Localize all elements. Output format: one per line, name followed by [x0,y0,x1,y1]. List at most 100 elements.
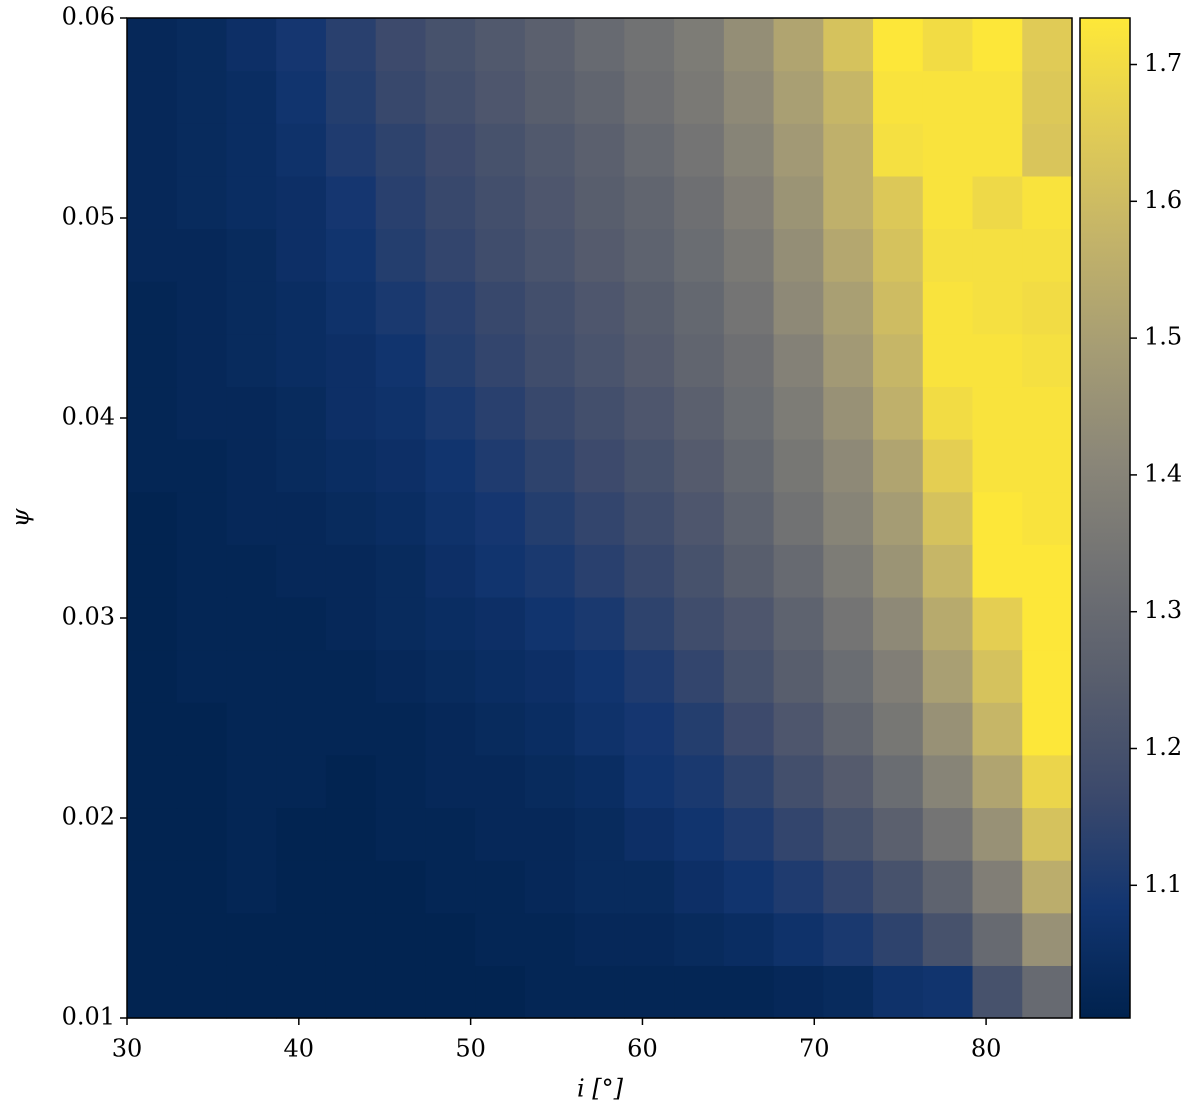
heatmap-cell [723,544,775,598]
heatmap-cell [127,70,178,124]
heatmap-cell [524,491,576,545]
heatmap-cell [127,702,178,756]
y-axis-label: ψ [7,507,35,527]
heatmap-cell [624,386,675,440]
plot-frame [126,17,1073,1019]
heatmap-cell [475,175,526,230]
heatmap-cell [276,912,327,966]
heatmap-cell [325,491,377,545]
heatmap-cell [823,175,874,230]
x-tick-label: 60 [627,1035,658,1063]
heatmap-cell [127,596,178,651]
heatmap-cell [723,702,775,756]
heatmap-cell [375,70,427,124]
heatmap-cell [475,754,526,809]
heatmap-cell [425,333,476,388]
heatmap-cell [176,175,228,230]
heatmap-cell [176,649,228,703]
heatmap-cell [674,702,725,756]
heatmap-cell [1022,754,1073,809]
heatmap-cell [176,18,228,72]
heatmap-cell [524,333,576,388]
heatmap-cell [574,965,625,1019]
heatmap-cell [425,965,476,1019]
heatmap-cell [624,333,675,388]
heatmap-cell [375,439,427,493]
heatmap-cell [574,754,625,809]
heatmap-cell [773,386,824,440]
heatmap-cell [325,912,377,966]
heatmap-cell [375,281,427,335]
heatmap-cell [325,544,377,598]
heatmap-cell [723,860,775,914]
heatmap-cell [226,123,277,177]
heatmap-cell [624,491,675,545]
heatmap-cell [325,281,377,335]
heatmap-cell [674,228,725,282]
heatmap-cell [325,386,377,440]
heatmap-cell [375,491,427,545]
heatmap-cell [524,596,576,651]
heatmap-cell [624,596,675,651]
heatmap-cell [226,228,277,282]
heatmap-cell [375,333,427,388]
heatmap-cell [1022,175,1073,230]
colorbar-tick-label: 1.3 [1144,596,1182,624]
heatmap-cell [972,18,1023,72]
heatmap-cell [325,439,377,493]
heatmap-cell [674,333,725,388]
heatmap-cell [475,807,526,861]
heatmap-cell [773,228,824,282]
heatmap-cell [674,281,725,335]
heatmap-cell [922,70,974,124]
heatmap-cell [127,386,178,440]
heatmap-cell [873,596,924,651]
heatmap-cell [425,386,476,440]
heatmap-cell [375,754,427,809]
heatmap-cell [873,386,924,440]
heatmap-cell [325,649,377,703]
x-tick-label: 40 [284,1035,315,1063]
heatmap-cell [674,754,725,809]
heatmap-cell [773,807,824,861]
heatmap-cell [873,912,924,966]
heatmap-cell [375,596,427,651]
heatmap-cell [624,912,675,966]
colorbar-tick-label: 1.7 [1144,49,1182,77]
heatmap-cell [1022,333,1073,388]
heatmap-cell [773,754,824,809]
heatmap-cell [922,439,974,493]
heatmap-cell [624,702,675,756]
heatmap-cell [574,544,625,598]
heatmap-cell [375,965,427,1019]
x-tick-label: 80 [971,1035,1002,1063]
heatmap-cell [524,807,576,861]
heatmap-cell [1022,491,1073,545]
heatmap-cell [524,860,576,914]
heatmap-cell [226,175,277,230]
heatmap-cell [773,123,824,177]
heatmap-cell [922,860,974,914]
heatmap-cell [972,912,1023,966]
heatmap-cell [475,702,526,756]
heatmap-cell [475,860,526,914]
heatmap-cell [524,754,576,809]
heatmap-cell [176,439,228,493]
heatmap-cell [823,912,874,966]
heatmap-cell [226,649,277,703]
heatmap-cell [574,596,625,651]
heatmap-cell [226,596,277,651]
heatmap-cell [375,702,427,756]
heatmap-cell [425,281,476,335]
heatmap-cell [375,860,427,914]
y-tick-label: 0.06 [62,3,115,31]
heatmap-cell [425,912,476,966]
heatmap-cell [972,333,1023,388]
heatmap-cell [823,333,874,388]
heatmap-cell [773,702,824,756]
heatmap-cell [524,70,576,124]
y-tick-label: 0.01 [62,1003,115,1031]
heatmap-cell [325,175,377,230]
heatmap-cell [773,70,824,124]
heatmap-cell [176,965,228,1019]
